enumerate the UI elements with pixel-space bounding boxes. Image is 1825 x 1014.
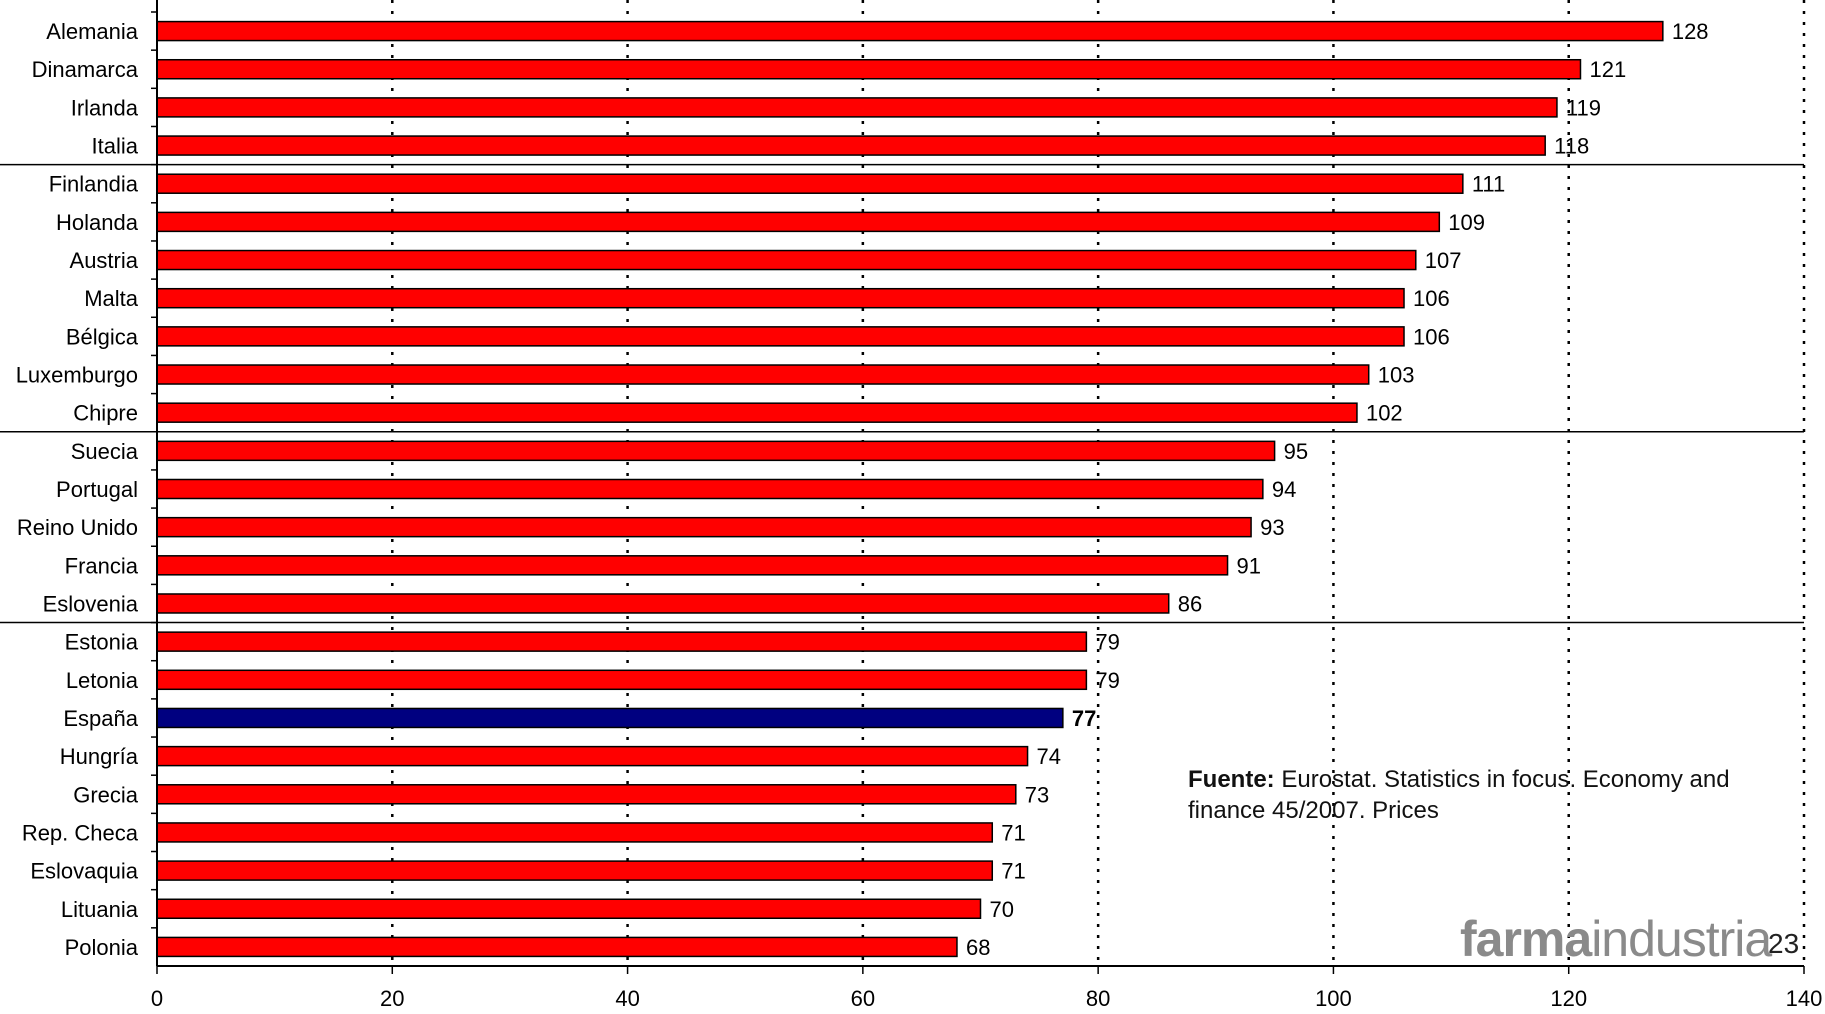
bar-belgica	[156, 326, 1405, 347]
x-tick-label-0: 0	[151, 986, 163, 1011]
x-tick-label-20: 20	[380, 986, 404, 1011]
category-labels: Alemania Dinamarca Irlanda Italia Finlandia H…	[16, 19, 139, 960]
bar-estonia	[156, 631, 1088, 652]
source-note: Fuente: Eurostat. Statistics in focus. E…	[1188, 764, 1768, 826]
group-separators	[0, 163, 1804, 624]
grid-lines	[391, 0, 1806, 966]
category-label-finlandia: Finlandia	[49, 172, 139, 197]
value-label-dinamarca: 121	[1589, 57, 1626, 82]
category-label-dinamarca: Dinamarca	[32, 57, 139, 82]
value-label-belgica: 106	[1413, 324, 1450, 349]
x-tick-label-140: 140	[1786, 986, 1823, 1011]
axes	[151, 0, 1805, 974]
category-label-eslovaquia: Eslovaquia	[30, 859, 138, 884]
category-label-suecia: Suecia	[71, 439, 139, 464]
bar-malta	[156, 287, 1405, 309]
bar-lituania	[156, 898, 982, 920]
bar-polonia	[156, 936, 958, 958]
bar-finlandia	[156, 173, 1464, 194]
value-label-portugal: 94	[1272, 477, 1296, 502]
farmaindustria-logo: farmaindustria	[1460, 910, 1772, 968]
bar-grecia	[156, 784, 1017, 805]
value-label-letonia: 79	[1095, 668, 1119, 693]
logo-regular: industria	[1591, 911, 1772, 967]
value-label-luxemburgo: 103	[1378, 363, 1415, 388]
value-label-espana: 77	[1072, 706, 1096, 731]
value-label-rep-checa: 71	[1001, 820, 1025, 845]
bar-reino-unido	[156, 516, 1252, 538]
x-tick-label-60: 60	[851, 986, 875, 1011]
bar-austria	[156, 249, 1417, 271]
value-label-malta: 106	[1413, 286, 1450, 311]
category-label-letonia: Letonia	[66, 668, 139, 693]
category-label-francia: Francia	[65, 553, 139, 578]
category-label-rep-checa: Rep. Checa	[22, 820, 139, 845]
category-label-lituania: Lituania	[61, 897, 139, 922]
category-label-irlanda: Irlanda	[71, 95, 139, 120]
bar-eslovenia	[156, 593, 1170, 614]
x-tick-label-80: 80	[1086, 986, 1110, 1011]
value-label-holanda: 109	[1448, 210, 1485, 235]
x-tick-labels: 0 20 40 60 80 100 120 140	[151, 986, 1822, 1011]
category-label-holanda: Holanda	[56, 210, 139, 235]
value-labels: 128 121 119 118 111 109 107 106 106 103 102 95 94 93 9…	[966, 19, 1709, 960]
category-label-polonia: Polonia	[65, 935, 139, 960]
logo-bold: farma	[1460, 911, 1592, 967]
category-label-belgica: Bélgica	[66, 324, 139, 349]
value-label-grecia: 73	[1025, 782, 1049, 807]
value-label-austria: 107	[1425, 248, 1462, 273]
value-label-alemania: 128	[1672, 19, 1709, 44]
category-label-luxemburgo: Luxemburgo	[16, 363, 138, 388]
source-text: Eurostat. Statistics in focus. Economy a…	[1188, 766, 1730, 824]
bar-holanda	[156, 211, 1441, 233]
bar-chipre	[156, 402, 1358, 423]
bar-irlanda	[156, 97, 1558, 118]
value-label-francia: 91	[1237, 553, 1261, 578]
value-label-eslovaquia: 71	[1001, 859, 1025, 884]
bars	[156, 20, 1664, 958]
bar-luxemburgo	[156, 364, 1370, 385]
category-label-hungria: Hungría	[60, 744, 139, 769]
bar-suecia	[156, 440, 1276, 462]
bar-francia	[156, 555, 1229, 576]
x-tick-label-40: 40	[615, 986, 639, 1011]
value-label-chipre: 102	[1366, 401, 1403, 426]
category-label-eslovenia: Eslovenia	[43, 591, 139, 616]
source-label: Fuente:	[1188, 766, 1275, 793]
bar-hungria	[156, 745, 1029, 767]
value-label-irlanda: 119	[1566, 95, 1601, 120]
value-label-estonia: 79	[1095, 630, 1119, 655]
bar-portugal	[156, 478, 1264, 500]
bar-eslovaquia	[156, 860, 994, 881]
value-label-eslovenia: 86	[1178, 591, 1202, 616]
category-label-austria: Austria	[70, 248, 139, 273]
category-label-chipre: Chipre	[73, 401, 138, 426]
value-label-hungria: 74	[1037, 744, 1061, 769]
bar-rep-checa	[156, 822, 994, 843]
value-label-finlandia: 111	[1472, 172, 1505, 197]
category-label-malta: Malta	[84, 286, 139, 311]
value-label-polonia: 68	[966, 935, 990, 960]
bar-alemania	[156, 20, 1664, 42]
category-label-reino-unido: Reino Unido	[17, 515, 138, 540]
value-label-suecia: 95	[1284, 439, 1308, 464]
value-label-lituania: 70	[990, 897, 1014, 922]
page-number: 23	[1768, 928, 1800, 959]
category-label-grecia: Grecia	[73, 782, 139, 807]
bar-letonia	[156, 669, 1088, 691]
bar-dinamarca	[156, 58, 1582, 80]
value-label-reino-unido: 93	[1260, 515, 1284, 540]
bar-italia	[156, 135, 1546, 156]
category-label-estonia: Estonia	[65, 630, 139, 655]
category-label-espana: España	[63, 706, 138, 731]
category-label-italia: Italia	[92, 134, 139, 159]
value-label-italia: 118	[1554, 134, 1589, 159]
category-label-portugal: Portugal	[56, 477, 138, 502]
x-tick-label-100: 100	[1315, 986, 1352, 1011]
category-label-alemania: Alemania	[46, 19, 138, 44]
bar-espana	[156, 707, 1064, 729]
x-tick-label-120: 120	[1550, 986, 1587, 1011]
